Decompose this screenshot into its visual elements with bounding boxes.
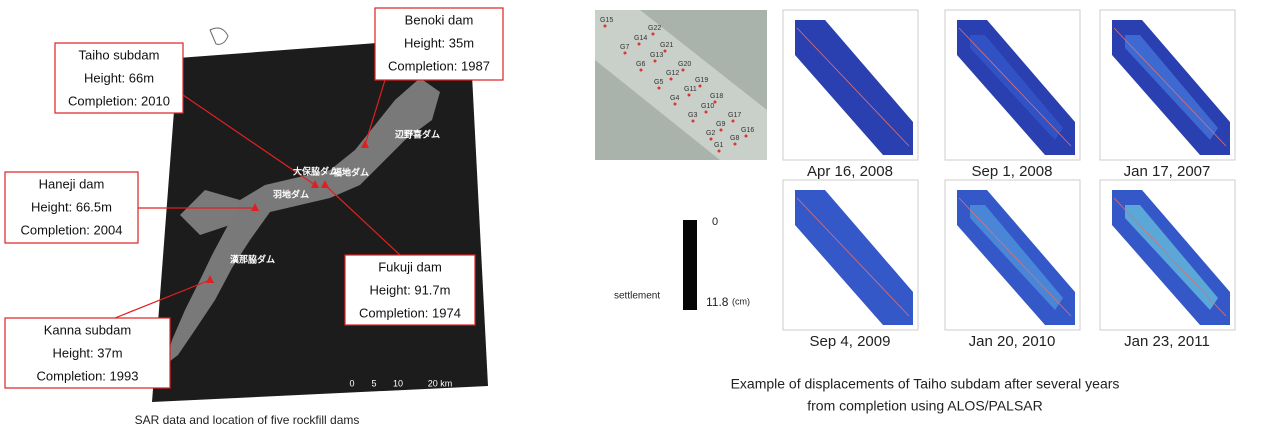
point-label: G1 (714, 142, 723, 149)
point-label: G20 (678, 61, 691, 68)
point-label: G21 (660, 42, 673, 49)
legend-bar (683, 220, 697, 310)
callout-height: Height: 37m (52, 345, 122, 360)
callout-height: Height: 91.7m (370, 282, 451, 297)
point-label: G11 (684, 86, 697, 93)
point-label: G12 (666, 70, 679, 77)
point-label: G19 (695, 77, 708, 84)
point-label: G9 (716, 121, 725, 128)
point-marker (638, 43, 641, 46)
scale-label: 10 (393, 378, 403, 388)
caption: from completion using ALOS/PALSAR (807, 398, 1043, 414)
point-marker (640, 69, 643, 72)
map-label: 漢那脇ダム (230, 253, 275, 264)
callout-name: Benoki dam (405, 12, 474, 27)
point-label: G15 (600, 17, 613, 24)
caption: Example of displacements of Taiho subdam… (731, 376, 1120, 392)
map-label: 大保脇ダム (293, 165, 338, 176)
date-label: Jan 20, 2010 (969, 333, 1056, 350)
date-label: Apr 16, 2008 (807, 163, 893, 180)
point-marker (654, 60, 657, 63)
point-marker (664, 50, 667, 53)
callout-name: Fukuji dam (378, 259, 442, 274)
caption: SAR data and location of five rockfill d… (135, 413, 360, 427)
point-marker (658, 87, 661, 90)
point-marker (624, 52, 627, 55)
point-marker (604, 25, 607, 28)
point-marker (720, 129, 723, 132)
callout-completion: Completion: 2010 (68, 93, 170, 108)
callout-height: Height: 35m (404, 35, 474, 50)
point-marker (670, 78, 673, 81)
callout-completion: Completion: 1993 (37, 368, 139, 383)
point-marker (688, 94, 691, 97)
point-label: G10 (701, 103, 714, 110)
island-outline (210, 28, 228, 44)
point-label: G5 (654, 79, 663, 86)
point-marker (732, 120, 735, 123)
callout-completion: Completion: 1974 (359, 305, 461, 320)
point-label: G17 (728, 112, 741, 119)
callout-completion: Completion: 2004 (21, 222, 123, 237)
point-marker (710, 138, 713, 141)
legend-unit: (cm) (732, 296, 750, 306)
date-label: Jan 23, 2011 (1124, 333, 1210, 350)
point-label: G3 (688, 112, 697, 119)
callout-name: Taiho subdam (79, 47, 160, 62)
point-label: G8 (730, 135, 739, 142)
map-label: 辺野喜ダム (395, 128, 440, 139)
callout-height: Height: 66.5m (31, 199, 112, 214)
legend-title: settlement (614, 291, 660, 302)
point-label: G14 (634, 35, 647, 42)
point-marker (692, 120, 695, 123)
callout-name: Haneji dam (39, 176, 105, 191)
point-label: G18 (710, 93, 723, 100)
figure: Benoki dam Height: 35m Completion: 1987 Tai… (0, 0, 1262, 430)
callout-completion: Completion: 1987 (388, 58, 490, 73)
point-label: G2 (706, 130, 715, 137)
point-label: G6 (636, 61, 645, 68)
map-label: 羽地ダム (273, 188, 309, 199)
scale-label: 0 (349, 378, 354, 388)
point-marker (682, 69, 685, 72)
point-marker (745, 135, 748, 138)
point-label: G22 (648, 25, 661, 32)
point-marker (699, 85, 702, 88)
date-label: Sep 4, 2009 (810, 333, 891, 350)
point-label: G16 (741, 127, 754, 134)
scale-label: 20 km (428, 378, 453, 388)
callout-height: Height: 66m (84, 70, 154, 85)
legend-max: 11.8 (706, 295, 729, 309)
point-label: G13 (650, 52, 663, 59)
point-label: G4 (670, 95, 679, 102)
legend-min: 0 (712, 216, 718, 228)
date-label: Sep 1, 2008 (972, 163, 1053, 180)
point-marker (674, 103, 677, 106)
date-label: Jan 17, 2007 (1124, 163, 1211, 180)
point-marker (705, 111, 708, 114)
point-marker (718, 150, 721, 153)
callout-name: Kanna subdam (44, 322, 131, 337)
point-marker (652, 33, 655, 36)
map-label: 福地ダム (332, 166, 369, 177)
scale-label: 5 (371, 378, 376, 388)
point-label: G7 (620, 44, 629, 51)
point-marker (734, 143, 737, 146)
